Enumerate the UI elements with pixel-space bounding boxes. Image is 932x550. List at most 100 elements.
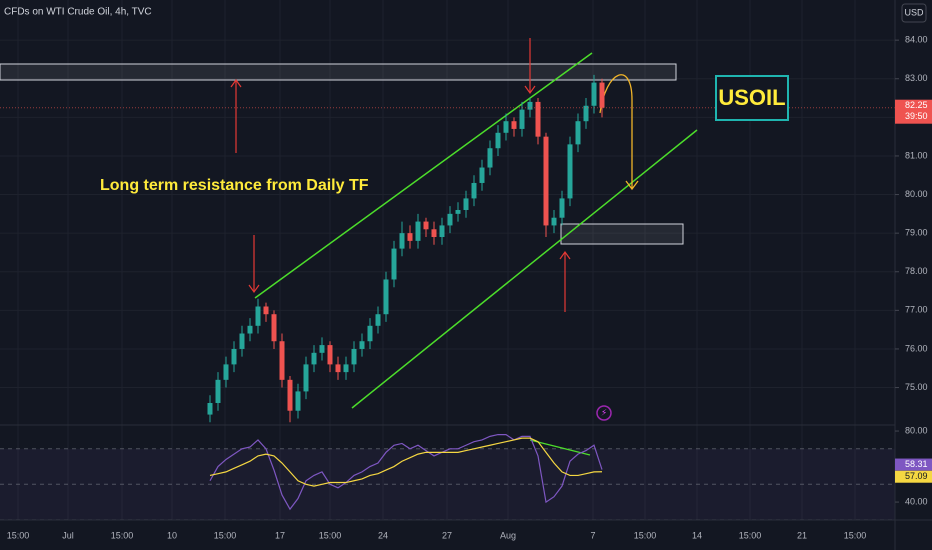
candle-body — [231, 348, 237, 365]
candle-body — [335, 364, 341, 373]
candle-body — [519, 109, 525, 129]
candle-body — [599, 82, 605, 108]
currency-box[interactable] — [901, 3, 927, 23]
last-price-label: 82.25 — [905, 100, 928, 110]
candle-body — [319, 345, 325, 353]
candle-body — [287, 379, 293, 411]
event-icon-glyph[interactable]: ⚡ — [601, 407, 607, 417]
candle-body — [343, 364, 349, 373]
candle-body — [271, 314, 277, 342]
symbol-label: USOIL — [718, 85, 785, 110]
candle-body — [223, 364, 229, 380]
candles — [0, 74, 895, 423]
rsi-value-box — [895, 470, 932, 483]
candle-body — [591, 82, 597, 106]
rsi-lines — [209, 433, 603, 511]
rsi-background — [0, 448, 895, 521]
candle-body — [279, 341, 285, 380]
candle-body — [247, 325, 253, 334]
candle-body — [567, 144, 573, 199]
candle-body — [447, 213, 453, 226]
candle-body — [511, 121, 517, 129]
candle-body — [295, 391, 301, 411]
channel-upper — [254, 52, 593, 299]
x-tick-label: 15:00 — [111, 530, 134, 540]
x-tick-label: Jul — [62, 530, 74, 540]
candle-body — [583, 105, 589, 122]
currency[interactable]: USD — [904, 7, 924, 17]
x-tick-label: 7 — [590, 530, 595, 540]
candle-body — [263, 306, 269, 315]
y-tick-label: 77.00 — [905, 305, 928, 315]
x-tick-label: 15:00 — [634, 530, 657, 540]
support-zone — [560, 223, 684, 245]
symbol-box — [715, 75, 789, 121]
candle-body — [303, 364, 309, 392]
y-tick-label: 83.00 — [905, 73, 928, 83]
y-tick-label: 76.00 — [905, 343, 928, 353]
candle-body — [487, 148, 493, 168]
candle-body — [575, 121, 581, 145]
candle-body — [455, 209, 461, 214]
rsi-value-box — [895, 458, 932, 471]
candle-body — [399, 233, 405, 249]
candle-body — [391, 248, 397, 280]
x-tick-label: 21 — [797, 530, 807, 540]
annotation: Long term resistance from Daily TF — [100, 177, 369, 194]
y-tick-label: 80.00 — [905, 189, 928, 199]
resistance-zone — [0, 63, 677, 81]
x-tick-label: Aug — [500, 530, 516, 540]
rsi-divergence — [529, 439, 591, 456]
y-tick-label: 81.00 — [905, 150, 928, 160]
candle-body — [383, 279, 389, 315]
candle-body — [479, 167, 485, 183]
candle-body — [463, 198, 469, 210]
candle-body — [311, 352, 317, 365]
candle-body — [559, 198, 565, 218]
candle-body — [215, 379, 221, 403]
candle-body — [471, 182, 477, 199]
chart-title: CFDs on WTI Crude Oil, 4h, TVC — [4, 7, 152, 18]
candle-body — [359, 341, 365, 349]
x-tick-label: 15:00 — [214, 530, 237, 540]
x-tick-label: 15:00 — [739, 530, 762, 540]
candle-body — [543, 136, 549, 226]
candle-body — [535, 101, 541, 137]
candle-body — [431, 229, 437, 238]
candle-body — [255, 306, 261, 326]
event-icon[interactable] — [596, 405, 612, 421]
candle-body — [375, 314, 381, 326]
y-tick-label: 78.00 — [905, 266, 928, 276]
rsi-line — [209, 437, 603, 487]
x-tick-label: 15:00 — [319, 530, 342, 540]
candle-body — [207, 402, 213, 415]
candle-body — [367, 325, 373, 342]
rsi-tick-label: 40.00 — [905, 496, 928, 506]
grid — [0, 0, 895, 520]
candle-body — [327, 345, 333, 365]
candle-body — [351, 348, 357, 365]
candle-body — [239, 333, 245, 349]
candle-body — [503, 121, 509, 133]
candle-body — [527, 101, 533, 110]
y-tick-label: 75.00 — [905, 382, 928, 392]
arrows — [230, 38, 571, 312]
rsi-value-label: 57.09 — [905, 471, 928, 481]
candle-body — [415, 221, 421, 241]
x-tick-label: 24 — [378, 530, 388, 540]
projection-arrowhead — [625, 180, 639, 191]
rsi-tick-label: 80.00 — [905, 425, 928, 435]
y-tick-label: 79.00 — [905, 228, 928, 238]
channel-lower — [351, 129, 698, 409]
last-price-box — [895, 99, 932, 124]
y-tick-label: 84.00 — [905, 35, 928, 45]
x-tick-label: 15:00 — [844, 530, 867, 540]
rsi-value-label: 58.31 — [905, 459, 928, 469]
candle-body — [407, 233, 413, 241]
candle-body — [495, 132, 501, 149]
x-tick-label: 15:00 — [7, 530, 30, 540]
axes: 75.0076.0077.0078.0079.0080.0081.0082.00… — [7, 35, 932, 540]
x-tick-label: 17 — [275, 530, 285, 540]
